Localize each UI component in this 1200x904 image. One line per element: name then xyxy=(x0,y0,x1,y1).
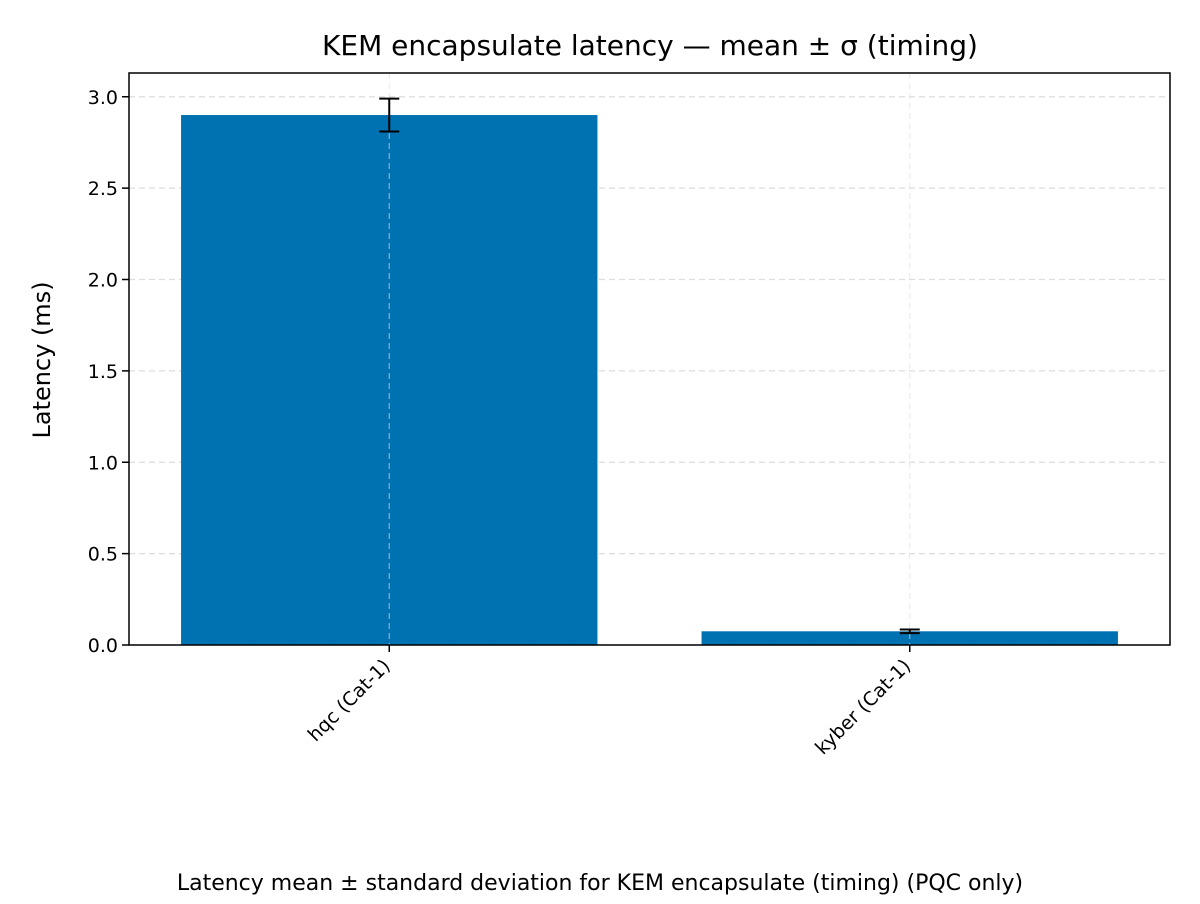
y-tick-label: 2.5 xyxy=(88,178,118,200)
y-tick-label: 0.5 xyxy=(88,544,118,566)
chart-caption: Latency mean ± standard deviation for KE… xyxy=(177,871,1023,896)
y-axis-label: Latency (ms) xyxy=(28,281,56,438)
chart-title: KEM encapsulate latency — mean ± σ (timi… xyxy=(322,29,978,62)
plot-frame xyxy=(128,72,1171,646)
y-tick-label: 2.0 xyxy=(88,270,118,292)
y-tick-label: 3.0 xyxy=(88,87,118,109)
y-tick-label: 0.0 xyxy=(88,635,118,657)
plot-area: 0.0 0.5 1.0 1.5 2.0 2.5 3.0 hqc (Cat-1) kyber (C… xyxy=(88,72,1171,759)
x-tick-label: hqc (Cat-1) xyxy=(304,655,395,746)
x-tick-label: kyber (Cat-1) xyxy=(811,655,915,759)
y-tick-label: 1.0 xyxy=(88,452,118,474)
y-tick-label: 1.5 xyxy=(88,361,118,383)
